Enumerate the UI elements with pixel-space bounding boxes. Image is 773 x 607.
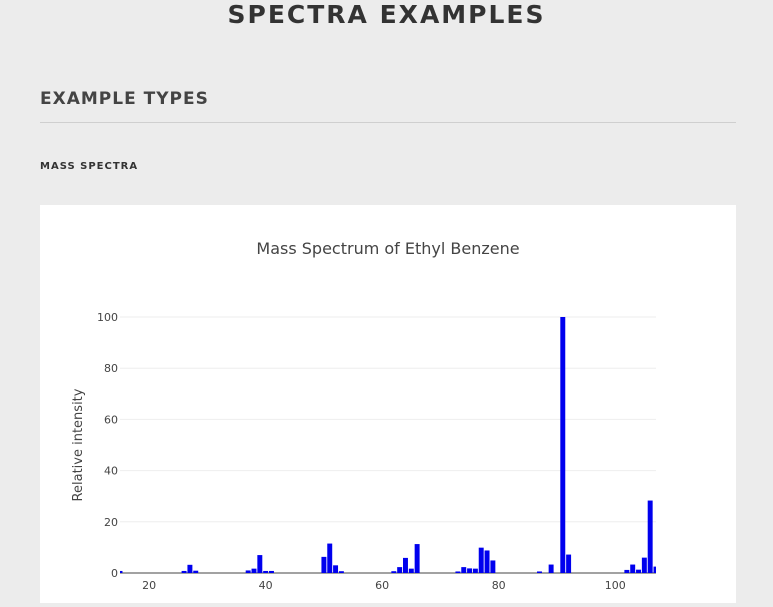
page-title: SPECTRA EXAMPLES: [227, 0, 546, 29]
section-divider: [40, 122, 736, 123]
bar-mz-102[interactable]: [624, 569, 630, 573]
x-tick-label: 20: [142, 579, 156, 592]
bar-mz-37[interactable]: [245, 570, 251, 573]
y-tick-label: 40: [104, 465, 118, 478]
bar-mz-66[interactable]: [414, 544, 420, 573]
x-tick-label: 100: [605, 579, 626, 592]
bar-mz-63[interactable]: [397, 567, 403, 573]
bar-mz-75[interactable]: [467, 568, 473, 573]
bar-mz-51[interactable]: [327, 543, 333, 573]
y-tick-label: 100: [97, 311, 118, 324]
subsection-title: MASS SPECTRA: [40, 161, 139, 172]
bar-mz-87[interactable]: [537, 571, 542, 573]
bar-mz-26[interactable]: [181, 570, 187, 573]
bar-mz-28[interactable]: [193, 570, 199, 573]
bar-mz-39[interactable]: [257, 555, 263, 573]
bar-mz-65[interactable]: [408, 568, 414, 573]
bar-mz-50[interactable]: [321, 556, 327, 573]
bar-mz-78[interactable]: [484, 550, 490, 573]
bar-mz-40[interactable]: [263, 570, 269, 573]
bar-mz-27[interactable]: [187, 564, 193, 573]
bar-mz-92[interactable]: [566, 554, 572, 573]
y-axis-label: Relative intensity: [71, 388, 86, 501]
bar-mz-52[interactable]: [333, 565, 339, 573]
bar-mz-53[interactable]: [338, 571, 344, 573]
bar-mz-41[interactable]: [269, 570, 274, 573]
bar-mz-106[interactable]: [647, 500, 653, 573]
bar-mz-15[interactable]: [120, 570, 123, 573]
y-tick-label: 20: [104, 516, 118, 529]
bar-mz-73[interactable]: [455, 571, 461, 573]
bar-mz-91[interactable]: [560, 317, 566, 573]
bar-mz-105[interactable]: [641, 557, 647, 573]
y-tick-label: 80: [104, 362, 118, 375]
x-tick-label: 40: [259, 579, 273, 592]
bar-mz-103[interactable]: [630, 564, 636, 573]
bar-mz-104[interactable]: [636, 569, 641, 573]
bar-mz-74[interactable]: [461, 567, 467, 573]
chart-panel: Mass Spectrum of Ethyl Benzene 0 20 40 60 80…: [40, 205, 736, 603]
bar-mz-38[interactable]: [251, 568, 257, 573]
y-tick-label: 0: [111, 567, 118, 580]
bar-mz-79[interactable]: [490, 560, 496, 573]
bar-mz-89[interactable]: [548, 564, 554, 573]
section-title: EXAMPLE TYPES: [40, 89, 209, 109]
mass-spectrum-chart: Mass Spectrum of Ethyl Benzene 0 20 40 60 80…: [71, 239, 656, 592]
bar-mz-76[interactable]: [472, 568, 478, 573]
chart-title: Mass Spectrum of Ethyl Benzene: [256, 239, 519, 258]
x-tick-label: 60: [375, 579, 389, 592]
bar-mz-62[interactable]: [391, 571, 397, 573]
bar-mz-77[interactable]: [478, 547, 484, 573]
y-tick-label: 60: [104, 413, 118, 426]
bar-mz-107[interactable]: [653, 566, 656, 573]
bar-mz-64[interactable]: [403, 557, 408, 573]
x-tick-label: 80: [492, 579, 506, 592]
